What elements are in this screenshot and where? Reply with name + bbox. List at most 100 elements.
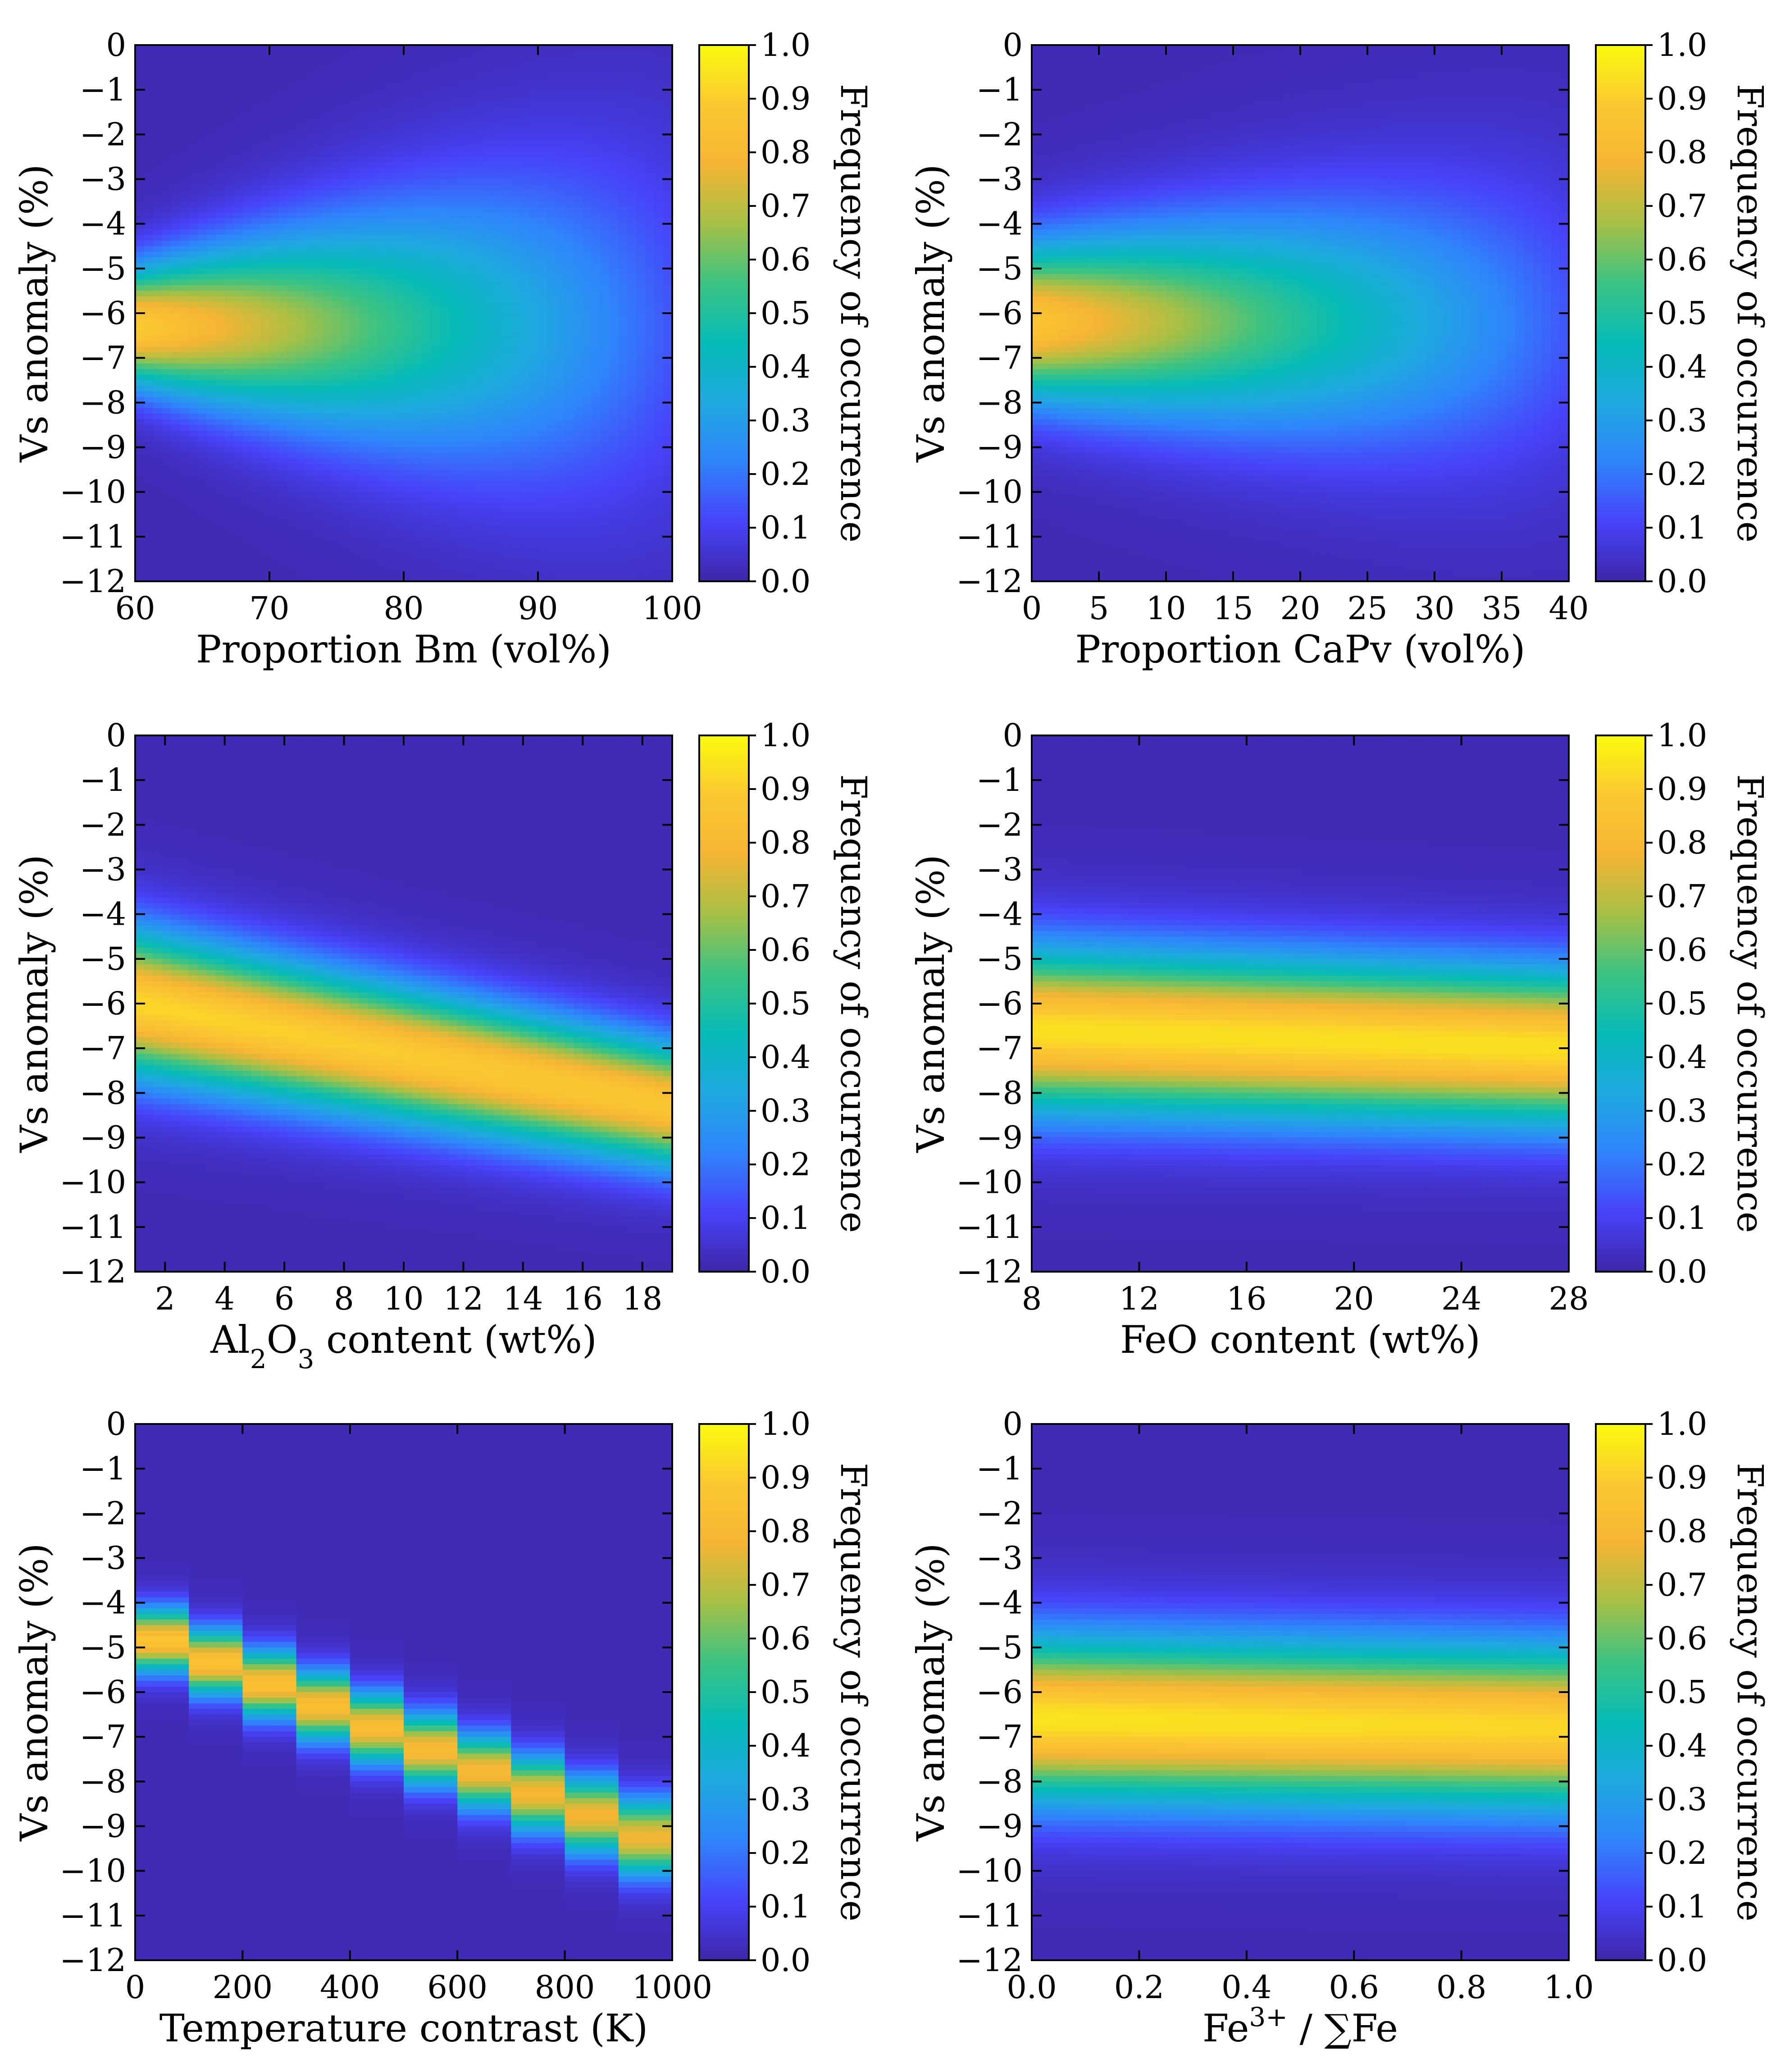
- heatmap-cell: [162, 452, 172, 459]
- heatmap-cell: [565, 475, 574, 481]
- heatmap-cell: [547, 408, 556, 415]
- heatmap-cell: [565, 251, 574, 258]
- heatmap-cell: [386, 73, 396, 79]
- heatmap-cell: [144, 302, 154, 308]
- heatmap-cell: [412, 492, 422, 498]
- heatmap-cell: [278, 207, 288, 213]
- heatmap-cell: [592, 50, 601, 57]
- heatmap-cell: [171, 224, 181, 230]
- heatmap-cell: [529, 296, 538, 303]
- heatmap-cell: [556, 503, 565, 509]
- heatmap-cell: [171, 212, 181, 219]
- heatmap-cell: [529, 419, 538, 425]
- heatmap-cell: [242, 520, 252, 526]
- heatmap-cell: [323, 251, 333, 258]
- heatmap-cell: [511, 134, 521, 141]
- heatmap-cell: [404, 531, 413, 537]
- heatmap-cell: [341, 291, 351, 297]
- heatmap-cell: [233, 564, 243, 571]
- heatmap-cell: [547, 548, 556, 554]
- heatmap-cell: [395, 480, 404, 487]
- heatmap-cell: [386, 112, 396, 119]
- heatmap-cell: [332, 162, 342, 169]
- heatmap-cell: [547, 207, 556, 213]
- heatmap-cell: [475, 95, 485, 101]
- heatmap-cell: [475, 56, 485, 63]
- heatmap-cell: [189, 156, 199, 163]
- heatmap-cell: [215, 480, 225, 487]
- heatmap-cell: [466, 67, 476, 73]
- heatmap-cell: [493, 536, 503, 543]
- heatmap-cell: [511, 414, 521, 420]
- heatmap-cell: [493, 335, 503, 342]
- heatmap-cell: [135, 291, 145, 297]
- heatmap-cell: [305, 263, 315, 269]
- heatmap-cell: [511, 229, 521, 236]
- heatmap-cell: [332, 475, 342, 481]
- heatmap-cell: [189, 508, 199, 515]
- heatmap-cell: [484, 279, 494, 286]
- heatmap-cell: [565, 56, 574, 63]
- heatmap-cell: [448, 246, 458, 252]
- heatmap-cell: [171, 447, 181, 453]
- heatmap-cell: [296, 436, 306, 443]
- heatmap-cell: [144, 168, 154, 174]
- heatmap-cell: [198, 319, 207, 325]
- heatmap-cell: [287, 503, 297, 509]
- heatmap-cell: [493, 274, 503, 280]
- heatmap-cell: [421, 363, 431, 370]
- heatmap-cell: [242, 45, 252, 51]
- heatmap-cell: [574, 419, 583, 425]
- heatmap-cell: [305, 508, 315, 515]
- heatmap-cell: [296, 369, 306, 375]
- heatmap-cell: [269, 570, 279, 576]
- heatmap-cell: [215, 296, 225, 303]
- heatmap-cell: [224, 162, 234, 169]
- heatmap-cell: [153, 179, 163, 185]
- heatmap-cell: [592, 140, 601, 146]
- heatmap-cell: [314, 95, 324, 101]
- heatmap-cell: [520, 341, 530, 347]
- heatmap-cell: [377, 190, 387, 196]
- heatmap-cell: [412, 470, 422, 476]
- heatmap-cell: [135, 414, 145, 420]
- heatmap-cell: [242, 419, 252, 425]
- heatmap-cell: [189, 464, 199, 470]
- heatmap-cell: [189, 424, 199, 431]
- heatmap-cell: [305, 564, 315, 571]
- heatmap-cell: [421, 514, 431, 520]
- heatmap-cell: [592, 162, 601, 169]
- heatmap-cell: [556, 67, 565, 73]
- heatmap-cell: [529, 173, 538, 180]
- heatmap-cell: [538, 50, 547, 57]
- heatmap-cell: [189, 134, 199, 141]
- heatmap-cell: [421, 101, 431, 107]
- heatmap-cell: [421, 229, 431, 236]
- heatmap-cell: [484, 458, 494, 465]
- heatmap-cell: [206, 146, 216, 152]
- heatmap-cell: [189, 452, 199, 459]
- heatmap-cell: [430, 134, 440, 141]
- heatmap-cell: [224, 285, 234, 292]
- heatmap-cell: [538, 179, 547, 185]
- heatmap-cell: [529, 363, 538, 370]
- heatmap-cell: [135, 257, 145, 264]
- heatmap-cell: [224, 45, 234, 51]
- heatmap-cell: [377, 492, 387, 498]
- heatmap-cell: [412, 50, 422, 57]
- heatmap-cell: [484, 307, 494, 314]
- heatmap-cell: [493, 470, 503, 476]
- heatmap-cell: [412, 447, 422, 453]
- heatmap-cell: [305, 520, 315, 526]
- heatmap-cell: [520, 67, 530, 73]
- heatmap-cell: [224, 397, 234, 403]
- heatmap-cell: [430, 570, 440, 576]
- heatmap-cell: [198, 564, 207, 571]
- heatmap-cell: [278, 56, 288, 63]
- heatmap-cell: [386, 408, 396, 415]
- heatmap-cell: [457, 291, 467, 297]
- heatmap-cell: [538, 492, 547, 498]
- heatmap-cell: [198, 391, 207, 397]
- heatmap-cell: [224, 559, 234, 565]
- heatmap-cell: [251, 352, 261, 359]
